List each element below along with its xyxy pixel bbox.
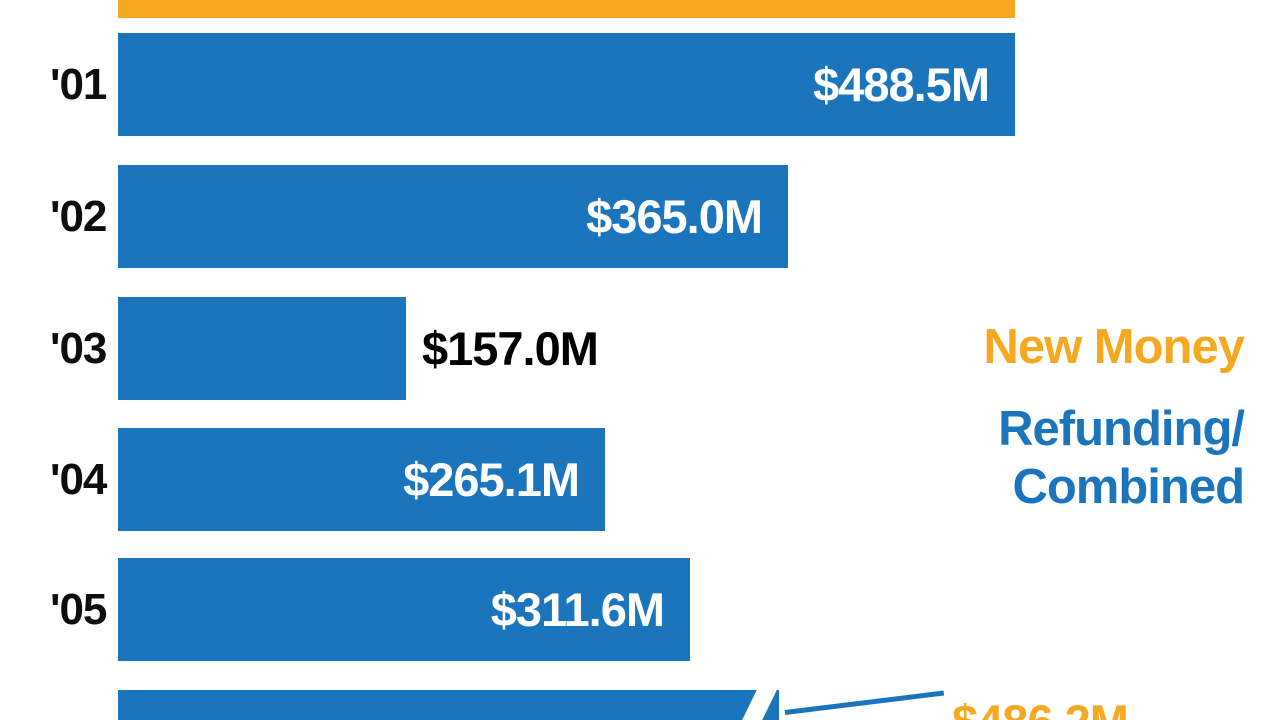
year-label-02: '02 — [50, 191, 107, 241]
year-label-01: '01 — [50, 59, 107, 109]
chart-row-04: '04 $265.1M — [0, 428, 1280, 531]
legend-combined: Combined — [1012, 460, 1245, 514]
value-label-01: $488.5M — [813, 58, 990, 111]
legend-spacer — [983, 376, 1244, 400]
refunding-bar-06 — [118, 690, 779, 720]
year-label-04: '04 — [50, 454, 107, 504]
legend-new-money: New Money — [983, 320, 1245, 374]
value-label-06: $486.2M — [952, 694, 1129, 720]
refunding-bar-03 — [118, 297, 406, 400]
refunding-bar-04: $265.1M — [118, 428, 605, 531]
chart-row-06: '06 $486.2M — [0, 690, 1280, 720]
refunding-bar-05: $311.6M — [118, 558, 690, 661]
chart-row-05: '05 $311.6M — [0, 558, 1280, 661]
value-label-02: $365.0M — [586, 190, 763, 243]
year-label-05: '05 — [50, 584, 107, 634]
callout-line — [784, 690, 945, 715]
chart-row-new-money — [0, 0, 1280, 18]
chart-row-02: '02 $365.0M — [0, 165, 1280, 268]
value-label-03: $157.0M — [422, 322, 599, 375]
new-money-bar — [118, 0, 1015, 18]
refunding-bar-01: $488.5M — [118, 33, 1015, 136]
year-label-06: '06 — [50, 690, 107, 720]
chart-row-01: '01 $488.5M — [0, 33, 1280, 136]
chart-legend: New Money Refunding/ Combined — [983, 318, 1245, 516]
value-label-04: $265.1M — [403, 453, 580, 506]
year-label-03: '03 — [50, 323, 107, 373]
chart-row-03: '03 $157.0M — [0, 297, 1280, 400]
legend-refunding: Refunding/ — [998, 402, 1245, 456]
value-label-05: $311.6M — [490, 583, 665, 636]
refunding-bar-02: $365.0M — [118, 165, 788, 268]
